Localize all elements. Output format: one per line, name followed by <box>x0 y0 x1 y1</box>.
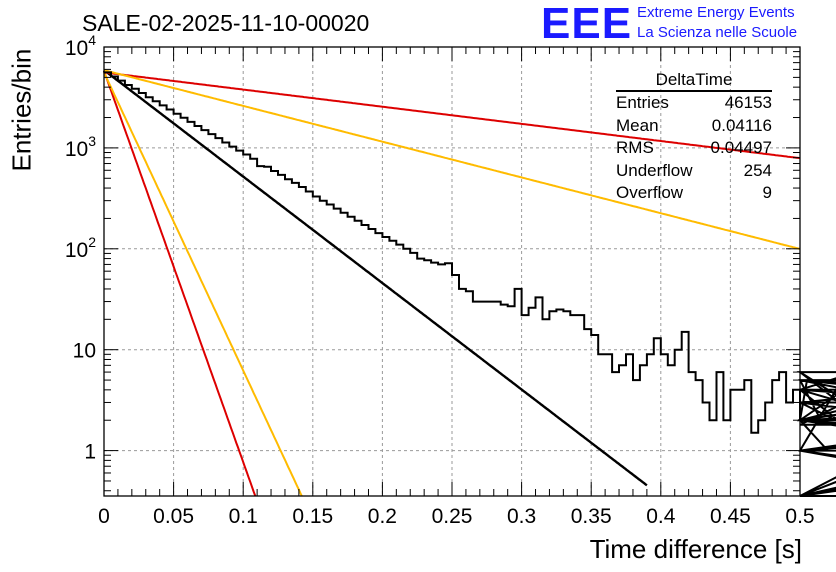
x-tick-label: 0.1 <box>229 505 258 528</box>
orange-slow <box>103 69 801 250</box>
stats-row-overflow: Overflow 9 <box>616 182 772 205</box>
y-axis-label: Entries/bin <box>6 48 37 172</box>
orange-steep <box>103 71 303 497</box>
eee-logo: EEE <box>541 0 633 48</box>
stats-label: Entries <box>616 93 669 112</box>
x-tick-label: 0.15 <box>292 505 333 528</box>
x-tick-label: 0.05 <box>153 505 194 528</box>
stats-label: Mean <box>616 115 659 135</box>
y-tick-label: 10 <box>73 340 96 363</box>
histogram-steps <box>103 71 836 497</box>
stats-value: 46153 <box>724 93 772 112</box>
stats-label: Underflow <box>616 160 693 180</box>
x-tick-label: 0 <box>98 505 110 528</box>
y-tick-label: 1 <box>84 441 96 464</box>
stats-value: 0.04497 <box>710 138 772 157</box>
brand-line-2: La Scienza nelle Scuole <box>637 24 798 41</box>
x-tick-label: 0.5 <box>785 505 814 528</box>
red-slow <box>103 71 801 160</box>
y-tick-label: 104 <box>65 32 96 60</box>
stats-value: 0.04116 <box>711 115 772 135</box>
stats-title: DeltaTime <box>616 70 772 92</box>
stats-label: Overflow <box>616 183 684 202</box>
axis-ticks <box>103 46 801 496</box>
x-tick-label: 0.3 <box>507 505 536 528</box>
y-tick-label: 103 <box>65 133 96 161</box>
stats-row-mean: Mean 0.04116 <box>616 115 772 138</box>
y-tick-label: 102 <box>65 234 96 262</box>
stats-box: DeltaTime Entries 46153 Mean 0.04116 RMS… <box>616 70 772 205</box>
stats-row-rms: RMS 0.04497 <box>616 137 772 160</box>
stats-value: 254 <box>743 160 772 180</box>
x-tick-label: 0.2 <box>368 505 397 528</box>
fit-curves <box>103 69 801 497</box>
x-tick-label: 0.45 <box>710 505 751 528</box>
chart-title: SALE-02-2025-11-10-00020 <box>82 10 370 36</box>
y-tick-labels: 1 10 102 103 104 <box>65 32 96 464</box>
stats-row-underflow: Underflow 254 <box>616 160 772 183</box>
x-tick-label: 0.35 <box>571 505 612 528</box>
x-tick-label: 0.25 <box>432 505 473 528</box>
x-tick-label: 0.4 <box>646 505 676 528</box>
stats-label: RMS <box>616 138 654 157</box>
stats-value: 9 <box>762 183 772 202</box>
x-tick-labels: 0 0.05 0.1 0.15 0.2 0.25 0.3 0.35 0.4 0.45 0.5 <box>98 505 814 528</box>
brand-line-1: Extreme Energy Events <box>637 4 795 21</box>
stats-row-entries: Entries 46153 <box>616 92 772 115</box>
red-steep <box>103 70 257 497</box>
x-axis-label: Time difference [s] <box>589 534 802 564</box>
exponential-fit <box>103 69 648 487</box>
